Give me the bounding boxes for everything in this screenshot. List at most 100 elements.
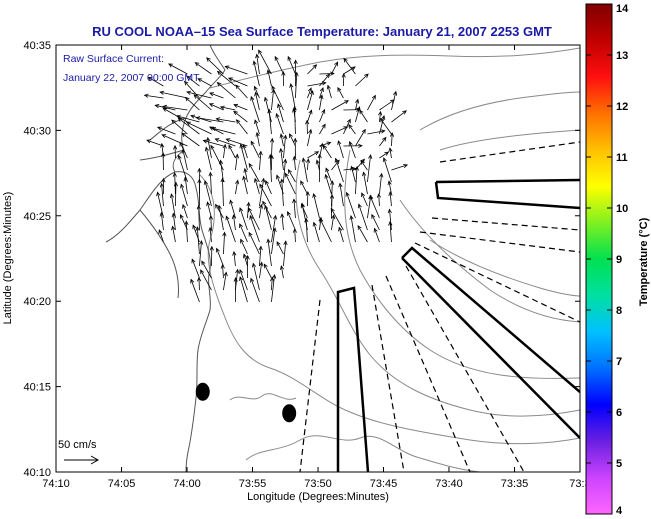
current-vector	[215, 117, 236, 123]
current-vector	[367, 129, 386, 135]
current-vector	[367, 154, 373, 183]
current-vector	[264, 204, 272, 231]
current-vector	[196, 204, 201, 231]
current-vector	[266, 69, 272, 87]
current-vector	[337, 140, 344, 159]
current-vector	[197, 78, 212, 87]
current-vector	[319, 108, 326, 123]
current-vector	[196, 276, 202, 291]
y-tick-label: 40:15	[23, 382, 51, 394]
current-vector	[350, 165, 356, 183]
plot-background	[56, 45, 580, 472]
current-vector	[379, 136, 387, 147]
current-vector	[252, 60, 260, 87]
current-vector	[173, 181, 178, 207]
current-vector	[319, 73, 331, 87]
current-vector	[371, 213, 380, 231]
current-vector	[301, 157, 308, 183]
current-vector	[222, 231, 227, 255]
x-tick-label: 73:55	[239, 478, 267, 490]
current-vector	[206, 136, 212, 159]
current-vector	[270, 137, 275, 159]
current-vector	[259, 261, 264, 279]
track-dashed	[414, 141, 580, 323]
current-vector	[292, 228, 297, 243]
current-vector	[359, 109, 368, 123]
current-vector	[208, 214, 214, 231]
colorbar-tick-label: 10	[616, 203, 628, 215]
scale-label: 50 cm/s	[58, 439, 97, 451]
current-vector	[319, 94, 324, 111]
current-vector	[266, 238, 272, 267]
current-vector	[317, 153, 322, 183]
current-vector	[225, 215, 236, 243]
current-vector	[197, 178, 202, 207]
colorbar-tick-label: 11	[616, 152, 628, 164]
bathymetry-contour	[439, 129, 580, 151]
current-vector	[305, 190, 310, 207]
current-vector	[250, 95, 260, 123]
current-vector	[248, 231, 260, 255]
current-vector	[300, 180, 308, 195]
bathymetry-contour	[209, 47, 580, 89]
current-vector	[159, 90, 188, 99]
current-vector	[274, 55, 284, 75]
current-vector	[387, 208, 392, 231]
current-vector	[206, 57, 224, 75]
current-vector	[220, 177, 225, 207]
current-vector	[253, 85, 260, 99]
current-vector	[271, 227, 277, 255]
current-vector	[263, 263, 272, 279]
legend-line-2: January 22, 2007 00:00 GMT	[63, 72, 200, 84]
current-vector	[382, 157, 392, 183]
current-vector	[159, 182, 164, 207]
current-vector	[203, 179, 212, 207]
current-vector	[239, 268, 248, 291]
current-vector	[216, 70, 236, 87]
current-vector	[209, 92, 224, 99]
current-vector	[218, 159, 224, 183]
current-vector	[182, 203, 188, 219]
bathymetry-contour	[245, 435, 481, 472]
current-vector	[186, 121, 212, 135]
current-vector	[239, 143, 248, 171]
current-vector	[243, 167, 248, 183]
current-vector	[379, 115, 386, 135]
bathymetry-contour	[429, 239, 580, 297]
current-vector	[228, 144, 236, 159]
x-tick-label: 74:05	[108, 478, 136, 490]
current-vector	[379, 172, 384, 195]
current-vector	[357, 225, 368, 243]
current-vector	[220, 263, 225, 279]
current-vector	[208, 226, 213, 243]
current-vector	[362, 171, 368, 195]
current-vector	[222, 143, 227, 159]
current-vector	[283, 240, 288, 267]
current-vector	[343, 66, 356, 75]
current-vector	[161, 134, 188, 147]
current-vector	[254, 119, 260, 135]
current-vector	[354, 165, 359, 195]
current-vector	[231, 214, 237, 231]
x-axis: 74:10 74:05 74:00 73:55 73:50 73:45 73:40 73:35…	[42, 45, 591, 490]
current-vector	[161, 151, 166, 171]
buoy-marker	[282, 404, 297, 423]
current-vector	[379, 117, 392, 135]
current-vector	[271, 214, 278, 243]
current-vector	[357, 203, 368, 231]
current-vector	[293, 59, 298, 87]
current-vector	[235, 119, 248, 135]
current-vector	[250, 140, 260, 159]
current-vector	[259, 177, 266, 207]
current-vector	[319, 87, 324, 99]
current-vector	[258, 150, 263, 171]
current-vector	[258, 49, 272, 75]
current-vector	[214, 138, 236, 147]
current-vector	[315, 159, 320, 171]
current-vector	[307, 128, 313, 147]
current-vector	[330, 207, 344, 231]
current-vector	[305, 119, 310, 135]
colorbar-tick-label: 9	[616, 254, 622, 266]
current-vector	[391, 90, 398, 111]
